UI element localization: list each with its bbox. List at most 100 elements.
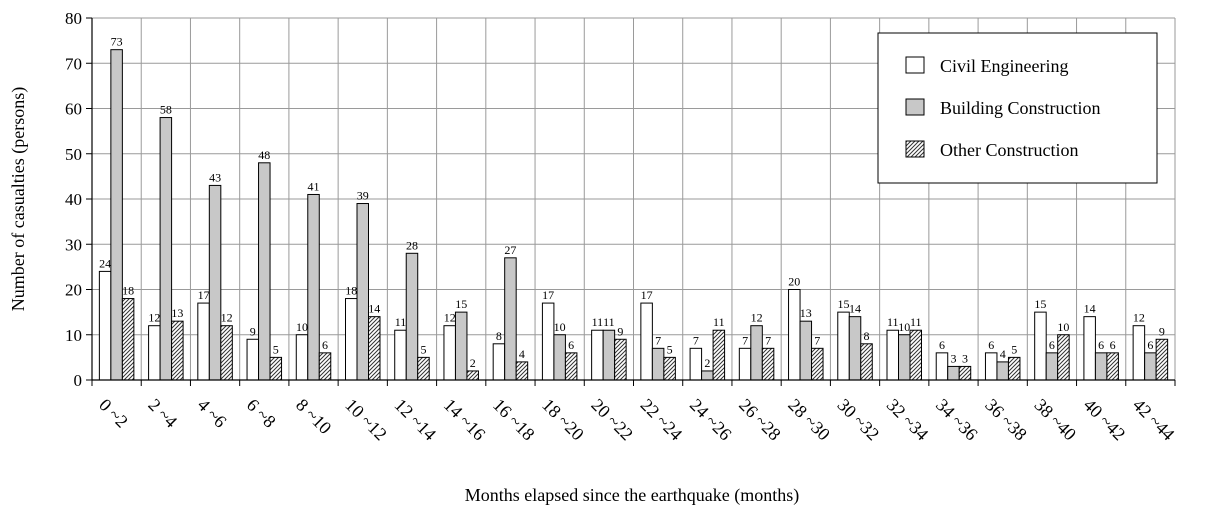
y-tick-label: 80 [65,9,82,28]
data-label-other-construction: 4 [519,347,525,361]
bar-other-construction [958,365,972,381]
x-tick-label: 12 ~14 [391,395,441,445]
bar-building-construction [1144,352,1157,381]
grid [92,17,1176,380]
bar-civil-engineering [689,347,703,381]
bar-other-construction [1007,356,1021,381]
data-label-civil-engineering: 7 [693,333,699,347]
legend: Civil Engineering Building Construction Ot… [877,32,1158,184]
data-label-other-construction: 10 [1057,320,1069,334]
bar-building-construction [898,334,911,381]
data-label-civil-engineering: 11 [887,315,899,329]
bar-civil-engineering [1034,311,1047,381]
data-label-civil-engineering: 18 [345,284,357,298]
bar-civil-engineering [541,302,555,381]
bar-building-construction [454,311,468,381]
data-label-building-construction: 2 [704,356,710,370]
data-label-other-construction: 12 [221,311,233,325]
legend-swatch-civil-engineering [905,56,925,74]
y-tick-label: 70 [65,54,82,73]
data-label-other-construction: 2 [470,356,476,370]
data-label-civil-engineering: 12 [1133,311,1145,325]
data-label-other-construction: 6 [1110,338,1116,352]
x-tick-label: 4 ~6 [194,395,231,432]
bar-building-construction [307,193,320,381]
bar-other-construction [811,347,824,381]
data-label-other-construction: 3 [962,351,968,365]
data-label-building-construction: 7 [655,333,661,347]
data-label-civil-engineering: 9 [250,324,256,338]
y-tick-label: 40 [65,190,82,209]
bar-building-construction [1045,352,1059,381]
bars [98,49,1169,381]
bar-civil-engineering [345,298,358,381]
x-tick-label: 14 ~16 [440,395,490,445]
bar-civil-engineering [148,325,161,381]
data-label-building-construction: 28 [406,238,418,252]
data-label-building-construction: 10 [898,320,910,334]
bar-other-construction [909,329,922,381]
bar-civil-engineering [837,311,850,381]
bar-civil-engineering [1083,316,1096,381]
bar-civil-engineering [98,270,112,381]
data-label-building-construction: 41 [308,179,320,193]
bar-other-construction [614,338,627,381]
bar-building-construction [258,162,271,381]
data-label-building-construction: 48 [258,148,270,162]
y-tick-label: 30 [65,235,82,254]
legend-swatch-other-construction [905,140,925,158]
bar-building-construction [651,347,665,381]
bar-other-construction [712,329,726,381]
x-tick-label: 8 ~10 [292,395,335,438]
bar-other-construction [1106,352,1119,381]
data-label-other-construction: 9 [617,324,623,338]
data-label-civil-engineering: 11 [395,315,407,329]
x-tick-label: 22 ~24 [637,395,687,445]
data-label-civil-engineering: 10 [296,320,308,334]
bar-other-construction [121,298,135,381]
x-tick-label: 6 ~8 [243,395,280,432]
x-tick-label: 20 ~22 [587,395,637,445]
x-tick-label: 28 ~30 [784,395,834,445]
bar-civil-engineering [738,347,752,381]
data-label-building-construction: 6 [1147,338,1153,352]
bar-civil-engineering [640,302,653,381]
data-label-civil-engineering: 15 [1034,297,1046,311]
data-label-building-construction: 6 [1098,338,1104,352]
data-label-other-construction: 18 [122,284,134,298]
bar-building-construction [159,117,173,381]
data-label-civil-engineering: 20 [788,275,800,289]
data-label-civil-engineering: 17 [198,288,210,302]
data-label-civil-engineering: 7 [742,333,748,347]
bar-other-construction [368,316,381,381]
data-label-other-construction: 7 [814,333,820,347]
x-tick-label: 38 ~40 [1030,395,1080,445]
data-label-civil-engineering: 15 [838,297,850,311]
y-axis-title: Number of casualties (persons) [8,87,29,311]
y-tick-label: 50 [65,145,82,164]
bar-civil-engineering [984,352,998,381]
bar-civil-engineering [295,334,309,381]
bar-building-construction [996,361,1009,381]
data-label-other-construction: 14 [368,302,380,316]
data-label-civil-engineering: 14 [1084,302,1096,316]
y-tick-label: 10 [65,326,82,345]
bar-building-construction [799,320,813,381]
bar-civil-engineering [246,338,260,381]
y-tick-label: 20 [65,281,82,300]
x-tick-label: 10 ~12 [341,395,391,445]
bar-building-construction [356,203,369,381]
x-tick-label: 16 ~18 [489,395,539,445]
bar-other-construction [318,352,332,381]
data-label-building-construction: 43 [209,170,221,184]
bar-other-construction [1155,338,1169,381]
bar-civil-engineering [591,329,604,381]
data-label-building-construction: 12 [751,311,763,325]
data-label-civil-engineering: 12 [444,311,456,325]
data-label-other-construction: 5 [1011,342,1017,356]
bar-civil-engineering [1132,325,1146,381]
x-tick-label: 34 ~36 [932,395,982,445]
bar-building-construction [1094,352,1108,381]
legend-label-other-construction: Other Construction [940,140,1078,160]
